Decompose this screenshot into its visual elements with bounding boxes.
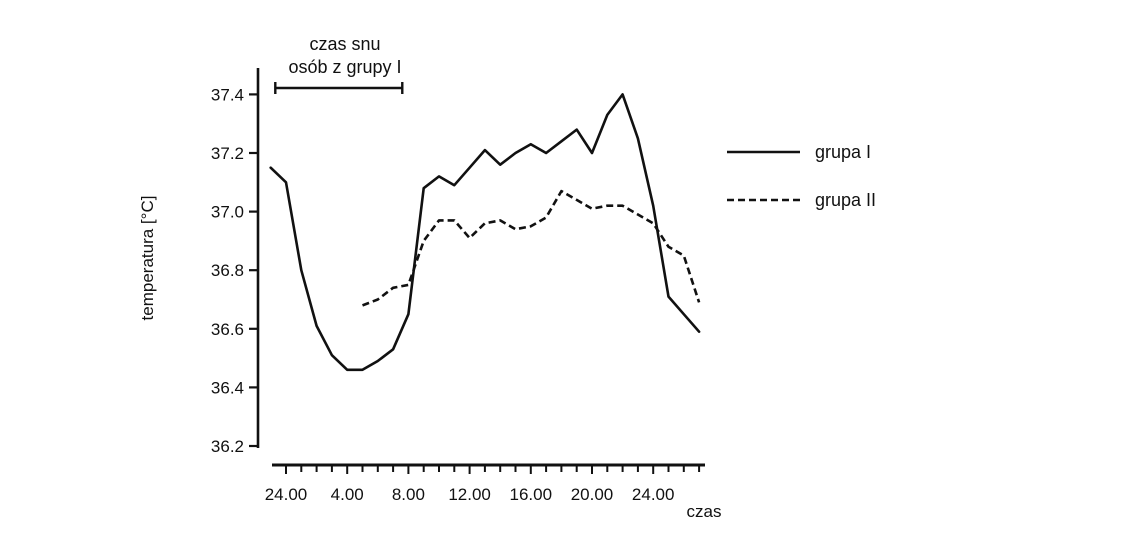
y-axis-label: temperatura [°C] [138, 196, 157, 321]
x-axis-label: czas [687, 502, 722, 521]
legend: grupa I grupa II [727, 142, 876, 210]
legend-label-2: grupa II [815, 190, 876, 210]
y-tick-label: 37.4 [211, 85, 244, 104]
x-tick-label: 8.00 [392, 485, 425, 504]
x-tick-label: 24.00 [265, 485, 308, 504]
plot-area [269, 93, 701, 372]
x-tick-label: 20.00 [571, 485, 614, 504]
x-tick-label: 12.00 [448, 485, 491, 504]
legend-label-1: grupa I [815, 142, 871, 162]
y-tick-label: 36.8 [211, 261, 244, 280]
annotation-line-2: osób z grupy I [288, 57, 401, 77]
y-tick-label: 37.2 [211, 144, 244, 163]
axes: 36.2 36.4 36.6 36.8 37.0 37.2 37.4 24.00 4.00 8.0… [211, 68, 705, 504]
y-tick-label: 36.2 [211, 437, 244, 456]
y-tick-label: 36.4 [211, 378, 244, 397]
annotation-line-1: czas snu [309, 34, 380, 54]
y-tick-label: 36.6 [211, 320, 244, 339]
series-line-2 [362, 189, 701, 307]
x-tick-label: 16.00 [510, 485, 553, 504]
x-tick-label: 24.00 [632, 485, 675, 504]
y-tick-label: 37.0 [211, 203, 244, 222]
x-tick-label: 4.00 [331, 485, 364, 504]
series-line-1 [269, 93, 701, 372]
